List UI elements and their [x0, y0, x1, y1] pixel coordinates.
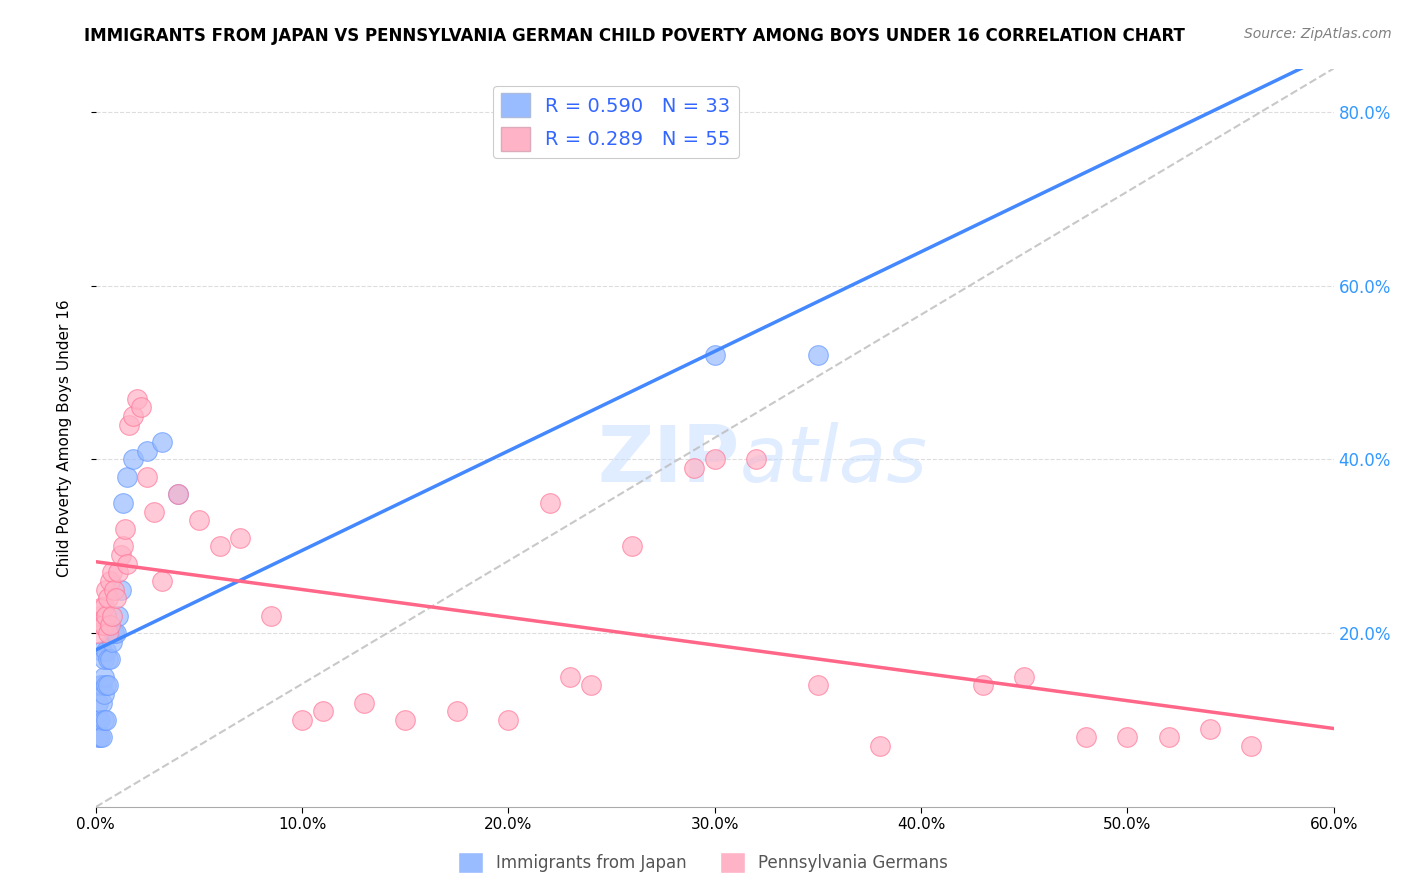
Point — [745, 452, 768, 467]
Point — [93, 600, 115, 615]
Point — [89, 713, 111, 727]
Point — [91, 617, 114, 632]
Point — [118, 417, 141, 432]
Legend: Immigrants from Japan, Pennsylvania Germans: Immigrants from Japan, Pennsylvania Germ… — [451, 846, 955, 880]
Point — [394, 713, 416, 727]
Point — [110, 582, 132, 597]
Point — [91, 731, 114, 745]
Point — [89, 678, 111, 692]
Point — [107, 566, 129, 580]
Y-axis label: Child Poverty Among Boys Under 16: Child Poverty Among Boys Under 16 — [58, 299, 72, 576]
Point — [93, 687, 115, 701]
Point — [111, 496, 134, 510]
Point — [208, 539, 231, 553]
Point — [107, 608, 129, 623]
Point — [1012, 670, 1035, 684]
Point — [94, 582, 117, 597]
Point — [136, 470, 159, 484]
Point — [703, 452, 725, 467]
Point — [229, 531, 252, 545]
Point — [122, 452, 145, 467]
Point — [122, 409, 145, 423]
Point — [94, 643, 117, 657]
Point — [129, 401, 152, 415]
Point — [291, 713, 314, 727]
Point — [115, 557, 138, 571]
Point — [1198, 722, 1220, 736]
Point — [621, 539, 644, 553]
Point — [91, 643, 114, 657]
Point — [869, 739, 891, 754]
Point — [498, 713, 520, 727]
Point — [89, 731, 111, 745]
Point — [98, 652, 121, 666]
Point — [1116, 731, 1139, 745]
Point — [98, 574, 121, 588]
Point — [807, 678, 830, 692]
Point — [105, 626, 128, 640]
Point — [972, 678, 994, 692]
Point — [101, 608, 124, 623]
Legend: R = 0.590   N = 33, R = 0.289   N = 55: R = 0.590 N = 33, R = 0.289 N = 55 — [494, 86, 738, 159]
Point — [103, 582, 125, 597]
Point — [87, 731, 110, 745]
Point — [560, 670, 582, 684]
Point — [167, 487, 190, 501]
Point — [93, 652, 115, 666]
Point — [446, 705, 468, 719]
Point — [101, 635, 124, 649]
Point — [150, 435, 173, 450]
Text: Source: ZipAtlas.com: Source: ZipAtlas.com — [1244, 27, 1392, 41]
Point — [312, 705, 335, 719]
Point — [260, 608, 283, 623]
Point — [93, 617, 115, 632]
Point — [142, 505, 165, 519]
Point — [91, 678, 114, 692]
Point — [91, 696, 114, 710]
Point — [115, 470, 138, 484]
Point — [105, 591, 128, 606]
Text: ZIP: ZIP — [598, 422, 740, 498]
Point — [114, 522, 136, 536]
Point — [89, 608, 111, 623]
Point — [110, 548, 132, 562]
Point — [125, 392, 148, 406]
Point — [91, 600, 114, 615]
Point — [94, 608, 117, 623]
Point — [87, 626, 110, 640]
Point — [167, 487, 190, 501]
Point — [1074, 731, 1097, 745]
Point — [538, 496, 561, 510]
Point — [98, 617, 121, 632]
Point — [93, 670, 115, 684]
Point — [97, 652, 120, 666]
Point — [187, 513, 209, 527]
Point — [97, 678, 120, 692]
Text: IMMIGRANTS FROM JAPAN VS PENNSYLVANIA GERMAN CHILD POVERTY AMONG BOYS UNDER 16 C: IMMIGRANTS FROM JAPAN VS PENNSYLVANIA GE… — [84, 27, 1185, 45]
Point — [579, 678, 602, 692]
Point — [87, 713, 110, 727]
Point — [101, 566, 124, 580]
Point — [94, 678, 117, 692]
Point — [111, 539, 134, 553]
Point — [136, 443, 159, 458]
Point — [87, 696, 110, 710]
Point — [97, 626, 120, 640]
Point — [93, 713, 115, 727]
Point — [94, 713, 117, 727]
Point — [703, 348, 725, 362]
Text: atlas: atlas — [740, 422, 928, 498]
Point — [103, 626, 125, 640]
Point — [97, 591, 120, 606]
Point — [1157, 731, 1180, 745]
Point — [683, 461, 706, 475]
Point — [353, 696, 375, 710]
Point — [807, 348, 830, 362]
Point — [1240, 739, 1263, 754]
Point — [150, 574, 173, 588]
